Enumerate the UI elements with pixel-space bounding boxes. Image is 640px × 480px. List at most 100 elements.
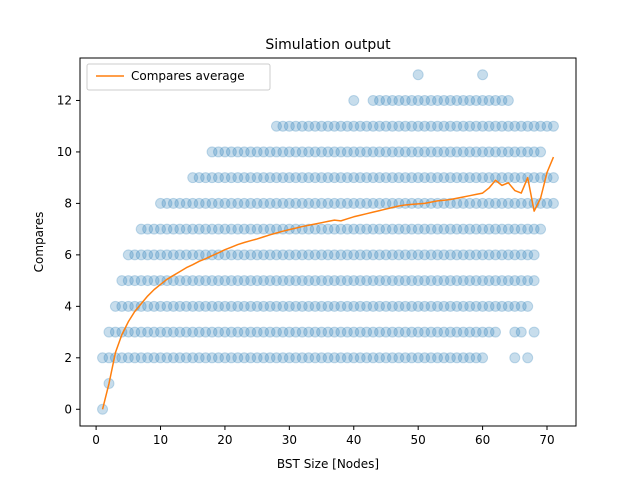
scatter-point (432, 120, 444, 132)
scatter-point (200, 300, 212, 312)
scatter-point (341, 249, 353, 261)
scatter-point (438, 326, 450, 338)
scatter-point (348, 326, 360, 338)
scatter-point (367, 120, 379, 132)
scatter-point (180, 326, 192, 338)
plot-frame (79, 57, 577, 427)
scatter-point (374, 146, 386, 158)
y-axis-label: Compares (32, 212, 46, 273)
scatter-point (206, 326, 218, 338)
scatter-point (419, 249, 431, 261)
scatter-point (528, 146, 540, 158)
scatter-point (225, 146, 237, 158)
scatter-point (135, 249, 147, 261)
scatter-point (167, 300, 179, 312)
scatter-point (509, 300, 521, 312)
scatter-point (509, 275, 521, 287)
scatter-point (515, 275, 527, 287)
scatter-point (109, 326, 121, 338)
scatter-point (167, 326, 179, 338)
scatter-point (148, 300, 160, 312)
scatter-point (457, 120, 469, 132)
scatter-point (251, 172, 263, 184)
scatter-point (135, 300, 147, 312)
scatter-point (142, 300, 154, 312)
scatter-point (328, 172, 340, 184)
scatter-point (509, 120, 521, 132)
scatter-point (451, 249, 463, 261)
scatter-point (457, 300, 469, 312)
scatter-point (412, 146, 424, 158)
scatter-point (399, 326, 411, 338)
scatter-point (361, 352, 373, 364)
scatter-point (200, 223, 212, 235)
scatter-point (309, 120, 321, 132)
average-line-layer (101, 156, 555, 410)
scatter-point (348, 197, 360, 209)
scatter-point (206, 275, 218, 287)
scatter-point (386, 172, 398, 184)
scatter-point (464, 300, 476, 312)
scatter-point (232, 275, 244, 287)
scatter-point (393, 120, 405, 132)
scatter-point (444, 120, 456, 132)
scatter-point (290, 146, 302, 158)
x-tick-label: 30 (282, 433, 297, 447)
scatter-point (167, 352, 179, 364)
y-tick-label: 0 (64, 402, 72, 416)
scatter-point (322, 223, 334, 235)
scatter-point (264, 300, 276, 312)
scatter-point (316, 120, 328, 132)
scatter-point (296, 120, 308, 132)
scatter-point (483, 275, 495, 287)
x-tick-label: 50 (411, 433, 426, 447)
scatter-point (142, 275, 154, 287)
scatter-point (464, 146, 476, 158)
scatter-point (470, 146, 482, 158)
scatter-point (322, 197, 334, 209)
scatter-point (316, 172, 328, 184)
scatter-point (328, 223, 340, 235)
scatter-point (290, 352, 302, 364)
scatter-point (258, 249, 270, 261)
scatter-point (374, 223, 386, 235)
scatter-point (406, 300, 418, 312)
scatter-point (502, 275, 514, 287)
scatter-point (515, 172, 527, 184)
scatter-point (187, 249, 199, 261)
scatter-point (444, 172, 456, 184)
y-tick-label: 10 (57, 145, 72, 159)
scatter-point (438, 146, 450, 158)
scatter-point (322, 249, 334, 261)
scatter-point (412, 69, 424, 81)
scatter-point (212, 146, 224, 158)
scatter-point (354, 146, 366, 158)
scatter-point (432, 172, 444, 184)
x-tick-label: 0 (92, 433, 100, 447)
scatter-point (489, 120, 501, 132)
scatter-point (341, 300, 353, 312)
scatter-point (528, 249, 540, 261)
scatter-point (161, 249, 173, 261)
scatter-point (200, 352, 212, 364)
scatter-point (457, 172, 469, 184)
scatter-point (303, 223, 315, 235)
scatter-point (277, 249, 289, 261)
scatter-point (451, 352, 463, 364)
scatter-point (451, 172, 463, 184)
scatter-point (509, 197, 521, 209)
scatter-point (380, 146, 392, 158)
scatter-point (283, 172, 295, 184)
scatter-point (496, 120, 508, 132)
scatter-point (522, 300, 534, 312)
scatter-point (419, 172, 431, 184)
scatter-point (399, 94, 411, 106)
scatter-point (174, 223, 186, 235)
scatter-point (193, 275, 205, 287)
scatter-point (258, 326, 270, 338)
scatter-point (174, 300, 186, 312)
scatter-point (541, 120, 553, 132)
scatter-point (464, 275, 476, 287)
y-axis-ticks: 0 2 4 6 8 10 12 (57, 93, 80, 416)
scatter-point (406, 249, 418, 261)
